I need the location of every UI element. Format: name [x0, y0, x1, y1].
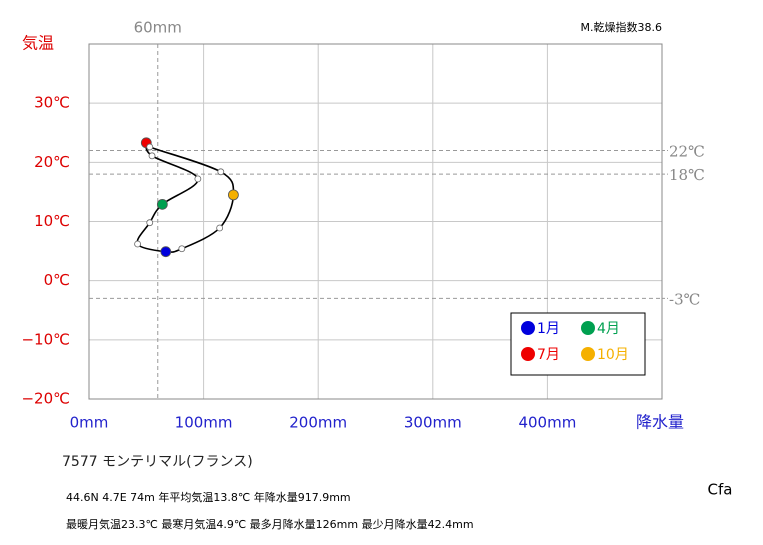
dryness-index: M.乾燥指数38.6 — [581, 20, 662, 34]
y-axis-label: 気温 — [22, 34, 54, 53]
legend-marker — [521, 347, 535, 361]
x-tick-label: 300mm — [404, 414, 462, 432]
x-axis-label: 降水量 — [636, 413, 684, 432]
legend-marker — [581, 321, 595, 335]
plot-frame — [88, 43, 663, 400]
legend-label: 7月 — [537, 347, 560, 363]
month-point — [216, 224, 224, 232]
legend-marker — [521, 321, 535, 335]
month-point — [146, 219, 154, 227]
reference-label: 22℃ — [669, 143, 705, 161]
legend-box — [510, 312, 646, 376]
month-point — [148, 152, 156, 160]
month-point — [178, 245, 186, 253]
station: 7577 モンテリマル(フランス) — [62, 454, 253, 470]
x-tick-label: 400mm — [518, 414, 576, 432]
month-point — [227, 189, 239, 201]
reference-label: -3℃ — [669, 290, 700, 308]
month-point — [156, 198, 168, 210]
y-tick-label: −20℃ — [21, 390, 70, 408]
x-tick-label: 200mm — [289, 414, 347, 432]
climate-class: Cfa — [708, 481, 733, 499]
reference-label: 60mm — [134, 19, 182, 37]
x-tick-label: 0mm — [70, 414, 109, 432]
info-line: 最暖月気温23.3℃ 最寒月気温4.9℃ 最多月降水量126mm 最少月降水量4… — [66, 517, 474, 531]
y-tick-label: 0℃ — [44, 271, 70, 289]
info-line: 44.6N 4.7E 74m 年平均気温13.8℃ 年降水量917.9mm — [66, 490, 351, 504]
y-tick-label: 20℃ — [34, 153, 70, 171]
y-tick-label: −10℃ — [21, 330, 70, 348]
month-point — [160, 246, 172, 258]
x-tick-label: 100mm — [175, 414, 233, 432]
month-point — [134, 240, 141, 248]
month-point — [217, 168, 225, 176]
legend-label: 4月 — [597, 321, 620, 337]
y-tick-label: 30℃ — [34, 94, 70, 112]
legend-marker — [581, 347, 595, 361]
month-point — [194, 175, 202, 183]
y-tick-label: 10℃ — [34, 212, 70, 230]
month-point — [146, 143, 154, 151]
legend-label: 10月 — [597, 347, 629, 363]
legend-label: 1月 — [537, 321, 560, 337]
reference-label: 18℃ — [669, 166, 705, 184]
